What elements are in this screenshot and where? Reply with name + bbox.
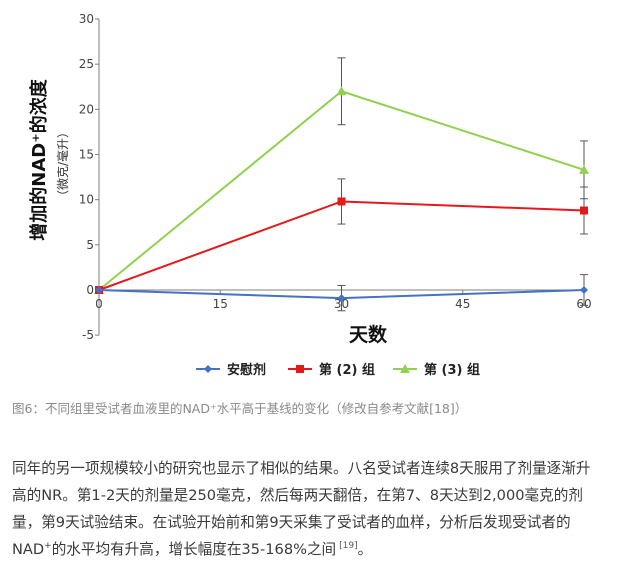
data-point xyxy=(579,164,589,174)
article-line-2: 高的NR。第1-2天的剂量是250毫克，然后每两天翻倍，在第7、8天达到2,00… xyxy=(12,487,583,504)
data-point xyxy=(580,206,588,215)
series-0 xyxy=(95,274,588,312)
y-tick-labels: -5 0 5 10 15 20 25 30 xyxy=(79,12,94,342)
y-tick-label: 10 xyxy=(79,193,94,207)
y-tick-label: 15 xyxy=(79,148,94,162)
legend-item-1: 第 (2) 组 xyxy=(288,362,375,378)
nad-superscript: + xyxy=(44,541,52,552)
nad-line-chart: 增加的NAD⁺的浓度 （微克/毫升） -5 0 5 10 15 20 25 30 0 15 30 45… xyxy=(28,12,592,378)
legend-label: 安慰剂 xyxy=(227,362,266,378)
y-tick-label: 5 xyxy=(86,238,94,252)
article-line-4-pre: NAD xyxy=(12,541,45,558)
y-axis-title-unit: （微克/毫升） xyxy=(55,126,70,202)
data-point xyxy=(336,86,347,96)
legend-label: 第 (3) 组 xyxy=(424,362,480,378)
legend-marker xyxy=(400,364,410,373)
article-paragraph: 同年的另一项规模较小的研究也显示了相似的结果。八名受试者连续8天服用了剂量逐渐升… xyxy=(12,455,630,563)
chart-axes xyxy=(95,18,586,336)
x-tick-label: 15 xyxy=(213,297,228,311)
y-tick-label: 20 xyxy=(79,102,94,116)
chart-legend: 安慰剂 第 (2) 组 第 (3) 组 xyxy=(196,362,480,378)
figure-caption: 图6：不同组里受试者血液里的NAD⁺水平高于基线的变化（修改自参考文献[18]） xyxy=(12,401,468,416)
data-point xyxy=(580,286,588,294)
legend-marker xyxy=(296,365,304,373)
legend-marker xyxy=(204,365,212,373)
data-point xyxy=(95,286,103,294)
legend-item-2: 第 (3) 组 xyxy=(393,362,480,378)
article-line-3: 量，第9天试验结束。在试验开始前和第9天采集了受试者的血样，分析后发现受试者的 xyxy=(12,514,571,531)
data-point xyxy=(337,294,346,303)
y-axis-title: 增加的NAD⁺的浓度 （微克/毫升） xyxy=(28,78,70,240)
article-line-1: 同年的另一项规模较小的研究也显示了相似的结果。八名受试者连续8天服用了剂量逐渐升 xyxy=(12,460,591,477)
y-tick-label: -5 xyxy=(82,328,94,342)
y-tick-label: 0 xyxy=(86,283,94,297)
x-tick-label: 0 xyxy=(95,297,103,311)
x-tick-label: 45 xyxy=(455,297,470,311)
article-line-4-end: 。 xyxy=(357,541,373,558)
y-axis-title-main: 增加的NAD⁺的浓度 xyxy=(28,78,50,240)
x-axis-title: 天数 xyxy=(349,323,388,346)
y-tick-label: 30 xyxy=(79,12,94,26)
series-layer xyxy=(94,57,589,312)
data-point xyxy=(337,197,346,206)
reference-19[interactable]: [19] xyxy=(339,541,358,552)
y-tick-label: 25 xyxy=(79,57,94,71)
article-line-4-post: 的水平均有升高，增长幅度在35-168%之间 xyxy=(51,541,337,558)
series-2 xyxy=(94,57,589,294)
legend-label: 第 (2) 组 xyxy=(319,362,375,378)
x-tick-labels: 0 15 30 45 60 xyxy=(95,297,591,311)
legend-item-0: 安慰剂 xyxy=(196,362,266,378)
series-1 xyxy=(95,178,588,294)
